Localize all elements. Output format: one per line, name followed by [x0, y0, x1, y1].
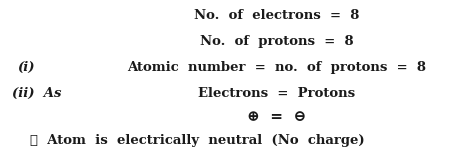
Text: ⊕  =  ⊖: ⊕ = ⊖ — [247, 110, 306, 124]
Text: (i): (i) — [18, 61, 35, 74]
Text: No.  of  protons  =  8: No. of protons = 8 — [200, 35, 353, 48]
Text: ∴  Atom  is  electrically  neutral  (No  charge): ∴ Atom is electrically neutral (No charg… — [30, 134, 365, 147]
Text: (ii)  As: (ii) As — [12, 87, 61, 100]
Text: Atomic  number  =  no.  of  protons  =  8: Atomic number = no. of protons = 8 — [127, 61, 426, 74]
Text: Electrons  =  Protons: Electrons = Protons — [198, 87, 355, 100]
Text: No.  of  electrons  =  8: No. of electrons = 8 — [194, 9, 359, 22]
